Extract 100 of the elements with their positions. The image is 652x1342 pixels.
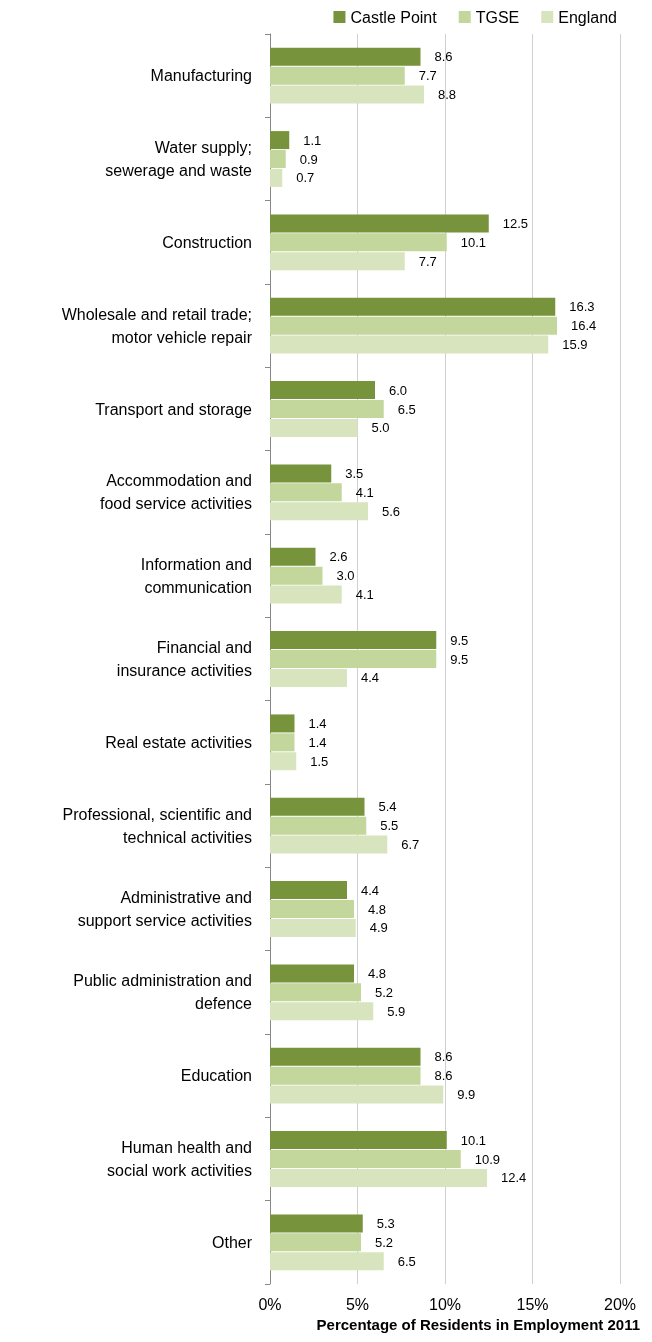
data-label: 12.5	[502, 215, 529, 231]
bar	[270, 650, 437, 668]
bar	[270, 585, 342, 604]
data-label: 16.4	[571, 318, 597, 334]
bar	[270, 47, 421, 66]
bar	[270, 881, 347, 900]
data-label: 3.5	[345, 465, 364, 481]
bar	[270, 316, 557, 335]
y-tick-label: Other	[211, 1233, 253, 1251]
bar	[270, 752, 297, 771]
y-tick-label: Accommodation and food service activities	[99, 472, 252, 513]
y-tick-label: Real estate activities	[105, 733, 252, 751]
data-label: 7.7	[418, 253, 437, 269]
data-label: 5.2	[375, 1234, 394, 1250]
bar	[270, 400, 384, 418]
y-tick-label: Transport and storage	[95, 400, 253, 418]
bar	[270, 214, 489, 233]
data-label: 4.1	[355, 587, 374, 603]
bar	[270, 631, 437, 650]
y-tick-label: Professional, scientific and technical activities	[62, 805, 252, 846]
data-label: 12.4	[501, 1170, 527, 1186]
bar	[270, 918, 356, 937]
bar	[270, 464, 332, 483]
legend-label: Castle Point	[350, 8, 438, 26]
data-label: 9.5	[450, 632, 469, 648]
data-label: 10.1	[460, 1132, 487, 1148]
data-label: 5.3	[376, 1215, 395, 1231]
legend-label: England	[558, 8, 617, 26]
data-label: 4.4	[361, 670, 380, 686]
y-tick-label: Water supply; sewerage and waste	[105, 139, 253, 179]
bar	[270, 150, 286, 168]
bar	[270, 131, 290, 150]
y-tick-label: Administrative and support service activities	[77, 889, 252, 929]
data-label: 4.1	[355, 484, 374, 500]
y-tick-label: Education	[180, 1067, 252, 1085]
data-label: 1.1	[303, 132, 322, 148]
bar	[270, 297, 556, 316]
data-label: 5.0	[371, 420, 390, 436]
y-tick-label: Human health and social work activities	[107, 1139, 252, 1179]
data-label: 7.7	[418, 68, 437, 84]
text: Percentage of Residents in Employment 2011	[316, 1316, 641, 1333]
x-tick-label: 10%	[428, 1295, 462, 1313]
bar	[270, 381, 375, 400]
bar	[270, 1252, 384, 1271]
data-label: 16.3	[569, 299, 595, 315]
bar	[270, 1168, 487, 1187]
bar	[270, 335, 549, 354]
data-label: 1.4	[308, 715, 327, 731]
bar	[270, 983, 361, 1002]
data-label: 15.9	[562, 337, 588, 353]
data-label: 10.1	[460, 234, 487, 250]
bar	[270, 85, 424, 104]
data-label: 5.6	[382, 503, 401, 519]
bar	[270, 566, 323, 585]
data-label: 6.0	[389, 382, 408, 398]
x-tick-label: 15%	[516, 1295, 549, 1313]
bar	[270, 668, 347, 687]
legend-label: TGSE	[475, 8, 520, 26]
bar	[270, 1150, 461, 1168]
x-tick-label: 5%	[345, 1295, 370, 1313]
y-tick-label: Manufacturing	[150, 67, 252, 85]
bar	[270, 964, 354, 983]
data-label: 5.4	[378, 799, 397, 815]
bar	[270, 900, 354, 918]
x-tick-label: 0%	[258, 1295, 282, 1313]
bar	[270, 66, 405, 85]
data-label: 9.5	[450, 651, 469, 667]
data-label: 5.9	[387, 1003, 406, 1019]
data-label: 0.7	[296, 170, 315, 186]
data-label: 6.7	[401, 837, 420, 853]
data-label: 3.0	[336, 568, 355, 584]
bar	[270, 502, 368, 521]
y-tick-label: Financial and insurance activities	[116, 639, 252, 679]
data-label: 8.6	[434, 1049, 453, 1065]
data-label: 6.5	[397, 1253, 416, 1269]
bar	[270, 1233, 361, 1252]
data-label: 4.8	[368, 901, 387, 917]
bar	[270, 714, 295, 733]
bar	[270, 1066, 421, 1085]
bar	[270, 1085, 444, 1104]
bar	[270, 797, 365, 816]
data-label: 4.8	[368, 965, 387, 981]
data-label: 8.6	[434, 49, 453, 65]
bar	[270, 1002, 374, 1021]
bar	[270, 816, 367, 835]
bar	[270, 252, 405, 271]
bar	[270, 1047, 421, 1066]
bar	[270, 1214, 363, 1233]
data-label: 0.9	[299, 151, 318, 167]
bar	[270, 733, 295, 752]
y-tick-label: Public administration and defence	[73, 972, 253, 1013]
data-label: 1.5	[310, 753, 329, 769]
bar	[270, 547, 316, 566]
data-label: 2.6	[329, 549, 348, 565]
data-label: 8.8	[438, 87, 457, 103]
data-label: 8.6	[434, 1068, 453, 1084]
y-tick-label: Wholesale and retail trade; motor vehicle repair	[61, 305, 253, 346]
y-tick-label: Construction	[162, 233, 252, 251]
bar	[270, 418, 358, 437]
bar	[270, 483, 342, 502]
